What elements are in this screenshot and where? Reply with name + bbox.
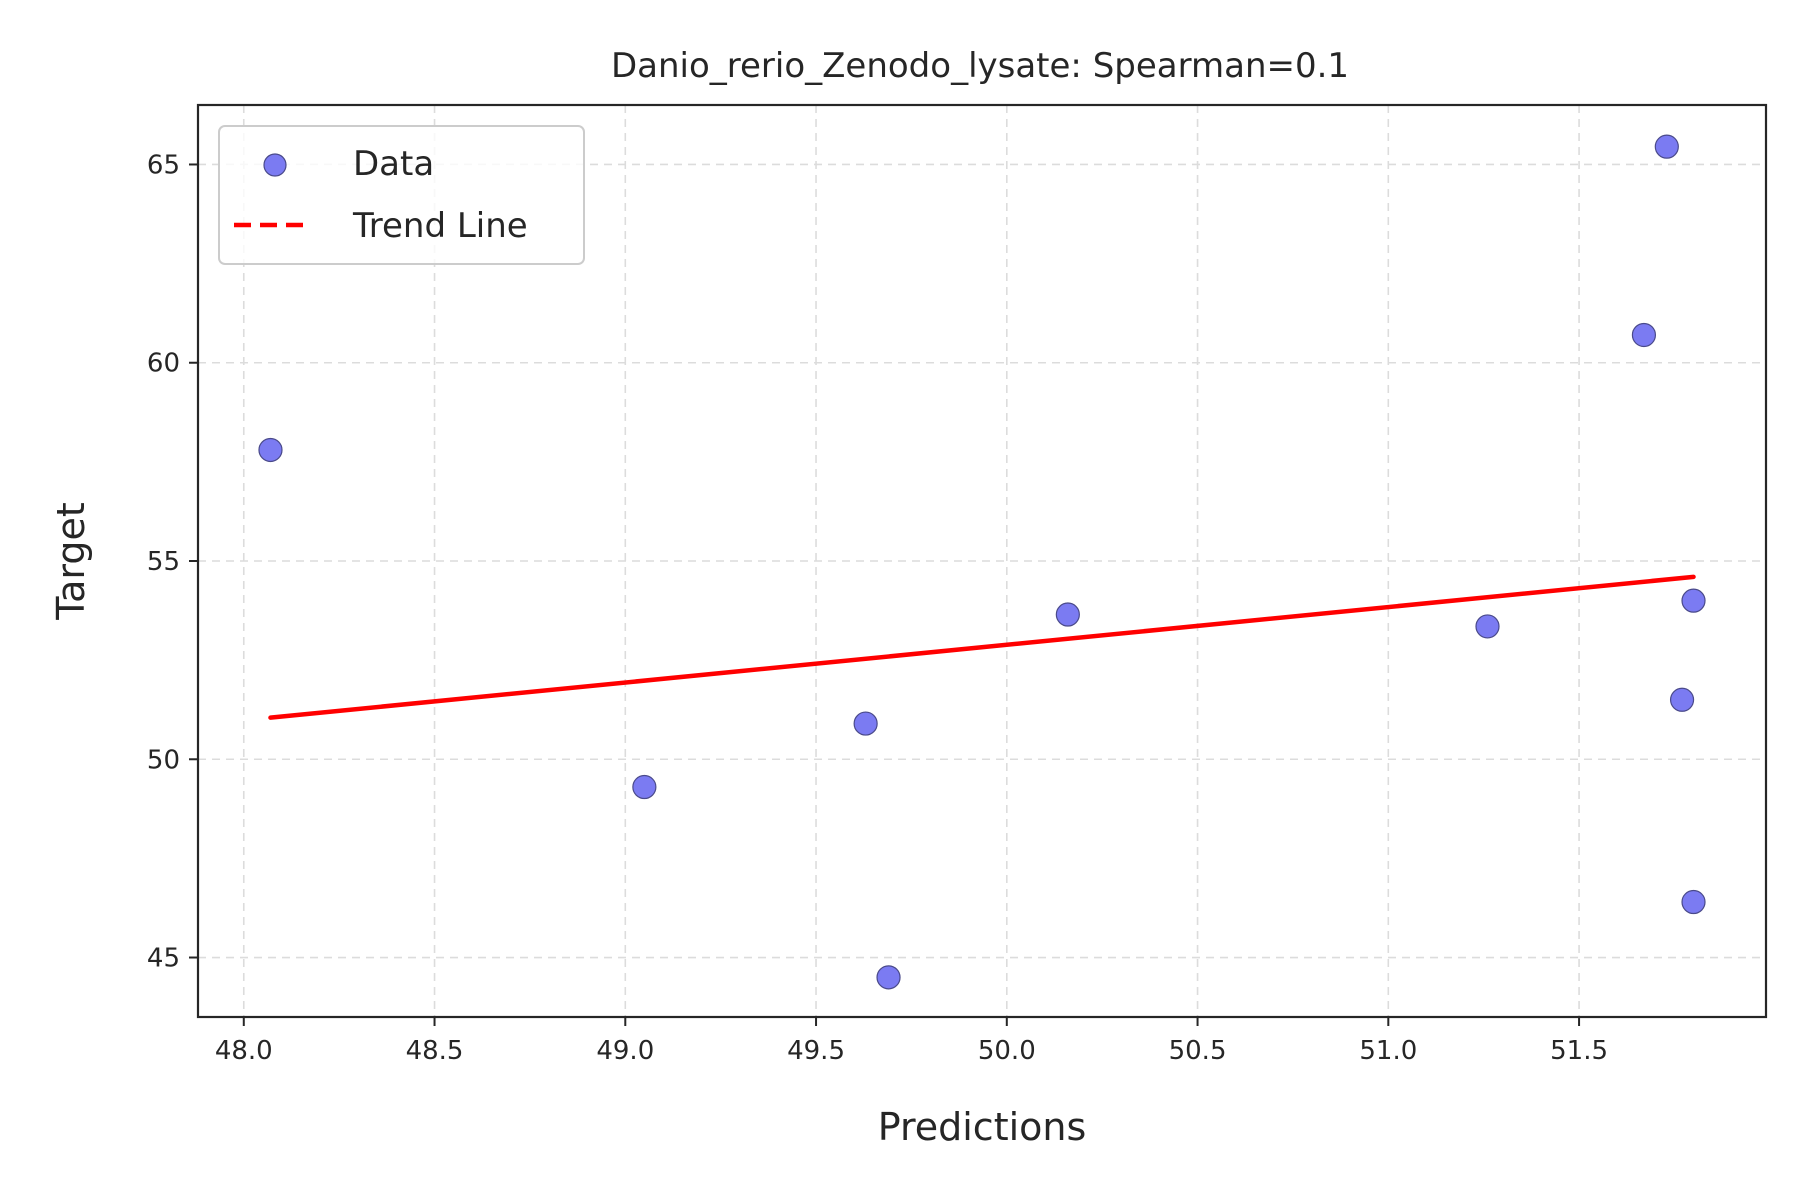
x-tick-label: 48.0 bbox=[215, 1036, 273, 1066]
y-tick-label: 45 bbox=[147, 944, 180, 974]
data-point bbox=[1475, 614, 1500, 639]
legend: Data Trend Line bbox=[218, 125, 585, 265]
legend-box bbox=[218, 125, 585, 265]
legend-label-trend-line: Trend Line bbox=[352, 206, 528, 246]
x-axis-ticks: 48.0 48.5 49.0 49.5 50.0 50.5 51.0 51.5 bbox=[215, 1017, 1608, 1066]
data-point bbox=[853, 711, 878, 736]
data-point bbox=[1654, 134, 1679, 159]
data-point bbox=[876, 965, 901, 990]
data-point bbox=[1631, 322, 1657, 348]
y-axis-label: Target bbox=[49, 502, 93, 621]
data-points-layer bbox=[258, 134, 1706, 990]
x-tick-label: 48.5 bbox=[406, 1036, 464, 1066]
grid bbox=[198, 105, 1766, 1017]
data-point bbox=[1681, 588, 1706, 613]
y-tick-label: 60 bbox=[147, 349, 180, 379]
x-axis-label: Predictions bbox=[878, 1105, 1087, 1149]
trend-line bbox=[268, 574, 1696, 720]
trend-line-layer bbox=[268, 574, 1696, 720]
x-tick-label: 49.5 bbox=[787, 1036, 845, 1066]
data-point bbox=[632, 774, 657, 800]
y-tick-label: 65 bbox=[147, 150, 180, 180]
legend-label-data: Data bbox=[353, 144, 434, 184]
data-point bbox=[1055, 602, 1080, 627]
data-point bbox=[258, 437, 283, 463]
data-point bbox=[1681, 889, 1706, 915]
chart-title: Danio_rerio_Zenodo_lysate: Spearman=0.1 bbox=[611, 46, 1349, 86]
x-tick-label: 50.5 bbox=[1169, 1036, 1227, 1066]
y-axis-ticks: 45 50 55 60 65 bbox=[147, 150, 198, 974]
x-tick-label: 49.0 bbox=[596, 1036, 654, 1066]
y-tick-label: 55 bbox=[147, 547, 180, 577]
data-point bbox=[1669, 687, 1695, 712]
legend-marker-data bbox=[263, 153, 287, 177]
x-tick-label: 51.5 bbox=[1550, 1036, 1608, 1066]
x-tick-label: 50.0 bbox=[978, 1036, 1036, 1066]
x-tick-label: 51.0 bbox=[1359, 1036, 1417, 1066]
y-tick-label: 50 bbox=[147, 745, 180, 775]
